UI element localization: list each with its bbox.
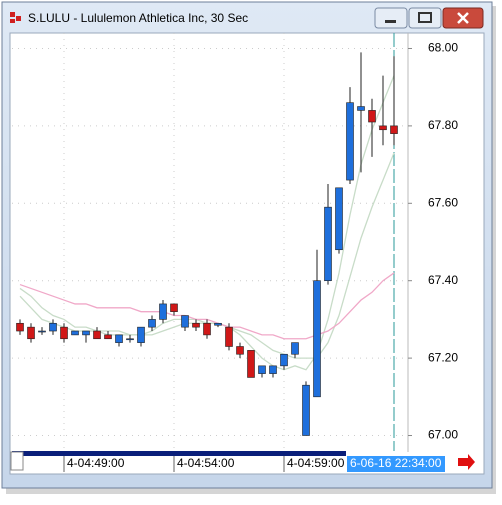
candle-body	[313, 280, 321, 398]
candle-body	[93, 330, 101, 340]
candle-body	[104, 334, 112, 340]
close-button[interactable]	[442, 7, 484, 29]
candle-body	[181, 315, 189, 328]
candle-body	[214, 322, 222, 326]
candle-body	[60, 326, 68, 340]
candle-body	[368, 110, 376, 123]
candle-body	[236, 346, 244, 355]
candle-body	[115, 334, 123, 343]
candle-body	[247, 350, 255, 378]
scroll-right-arrow[interactable]	[458, 454, 475, 470]
candle-body	[192, 322, 200, 328]
candle-body	[324, 206, 332, 282]
crosshair-time-box	[347, 456, 445, 472]
maximize-button[interactable]	[408, 7, 442, 29]
x-tick-label: 4-04:59:00	[287, 456, 345, 470]
moving-average	[19, 272, 395, 340]
candle-body	[82, 330, 90, 336]
candle-body	[16, 322, 24, 332]
window-title: S.LULU - Lululemon Athletica Inc, 30 Sec	[28, 11, 248, 25]
candle-body	[148, 319, 156, 328]
y-tick-label: 68.00	[428, 41, 458, 55]
x-tick-label: 4-04:54:00	[177, 456, 235, 470]
scroll-bar[interactable]	[12, 451, 346, 456]
candle-body	[126, 338, 134, 341]
candle-body	[390, 125, 398, 134]
y-tick-label: 67.40	[428, 273, 458, 287]
candle-body	[269, 365, 277, 374]
candle-body	[27, 326, 35, 340]
y-tick-label: 67.60	[428, 195, 458, 209]
crosshair-time-label: 6-06-16 22:34:00	[350, 456, 442, 470]
candle-body	[280, 353, 288, 367]
candle-body	[258, 365, 266, 374]
candle-body	[137, 326, 145, 343]
scroll-box[interactable]	[10, 451, 24, 471]
y-tick-label: 67.20	[428, 350, 458, 364]
minimize-button[interactable]	[374, 7, 408, 29]
y-tick-label: 67.80	[428, 118, 458, 132]
y-tick-label: 67.00	[428, 428, 458, 442]
app-icon	[10, 12, 21, 23]
candle-body	[357, 106, 365, 111]
candle-body	[335, 187, 343, 251]
candle-body	[225, 326, 233, 347]
x-tick-label: 4-04:49:00	[67, 456, 125, 470]
candle-body	[71, 330, 79, 336]
candle-body	[159, 303, 167, 320]
candle-body	[170, 303, 178, 312]
plot: 67.00 67.20 67.40 67.60 67.80 68.00 4-04:49:00…	[12, 33, 458, 472]
candle-body	[38, 330, 46, 333]
candle-body	[203, 322, 211, 336]
candle-body	[379, 125, 387, 131]
candle-body	[49, 322, 57, 332]
candle-body	[302, 384, 310, 436]
client	[9, 32, 485, 475]
candle-body	[346, 102, 354, 181]
candle-body	[291, 342, 299, 355]
